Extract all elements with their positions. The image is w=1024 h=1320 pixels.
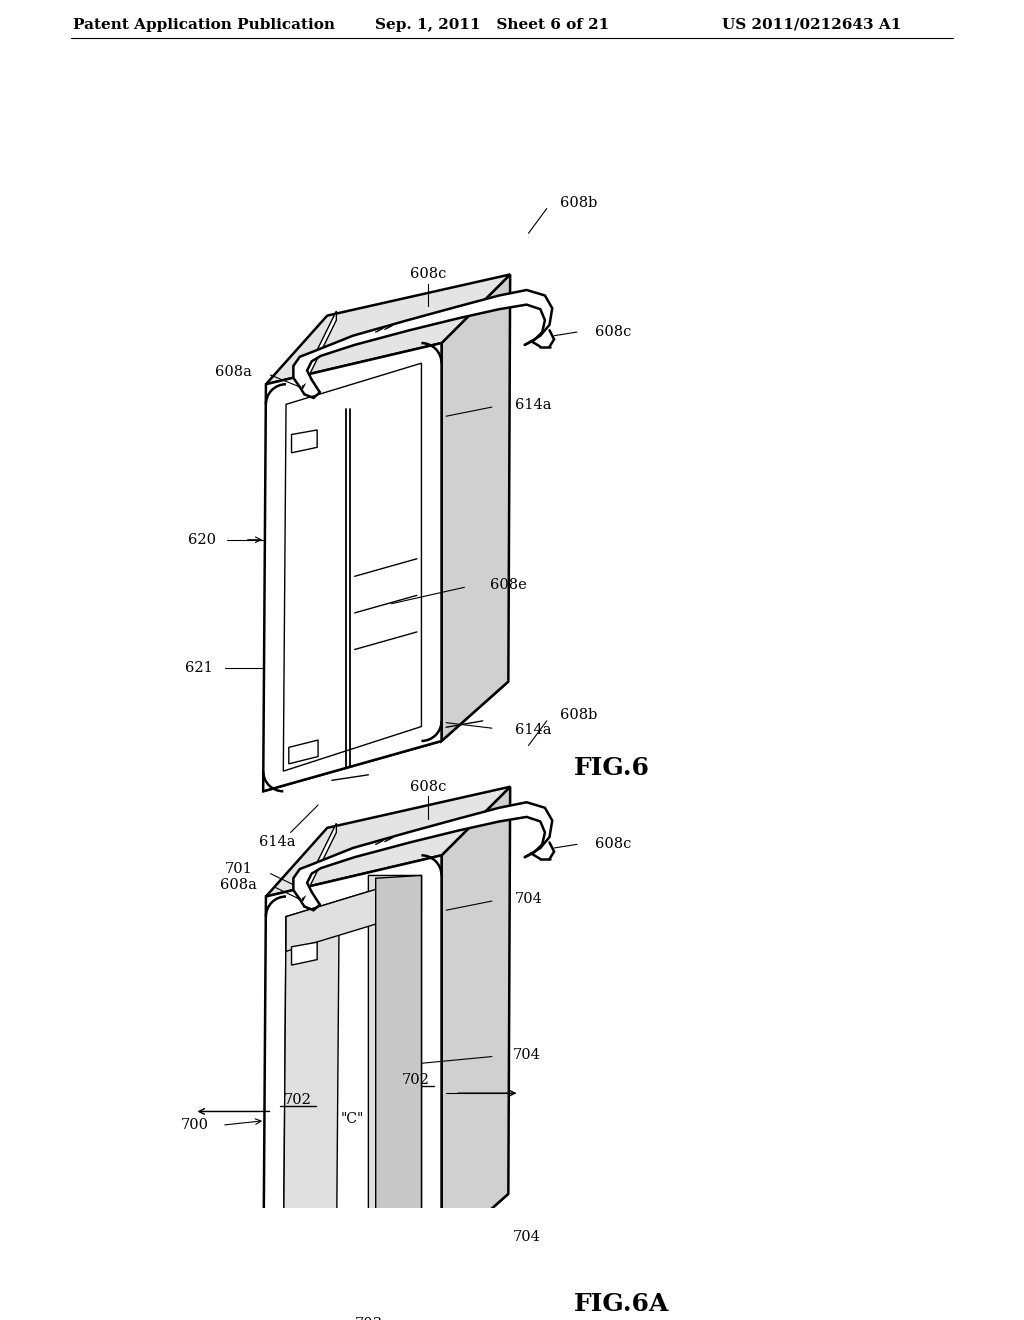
Text: 620: 620 (187, 533, 216, 546)
Polygon shape (376, 875, 422, 1251)
Polygon shape (302, 824, 336, 902)
Text: Patent Application Publication: Patent Application Publication (73, 17, 335, 32)
Text: 701: 701 (224, 862, 252, 876)
Text: 704: 704 (513, 1048, 541, 1061)
Text: 608e: 608e (490, 578, 526, 593)
Text: 703: 703 (354, 1316, 382, 1320)
Polygon shape (289, 1254, 318, 1278)
Polygon shape (286, 875, 422, 952)
Polygon shape (302, 312, 336, 389)
Text: 608a: 608a (220, 878, 257, 891)
Text: 700: 700 (180, 1118, 208, 1133)
Polygon shape (284, 916, 339, 1283)
Text: FIG.6: FIG.6 (574, 756, 650, 780)
Polygon shape (292, 430, 317, 453)
Polygon shape (293, 803, 552, 899)
Text: 702: 702 (284, 1093, 312, 1107)
Text: 608b: 608b (560, 709, 598, 722)
Polygon shape (441, 275, 510, 741)
Text: "C": "C" (340, 1111, 364, 1126)
Polygon shape (263, 681, 508, 791)
Polygon shape (441, 787, 510, 1253)
Text: 608c: 608c (410, 780, 446, 793)
Text: 608b: 608b (560, 197, 598, 210)
Polygon shape (284, 875, 422, 1283)
Polygon shape (292, 942, 317, 965)
Polygon shape (369, 875, 422, 1254)
Polygon shape (263, 343, 441, 791)
Text: 702: 702 (402, 1073, 430, 1088)
Text: 704: 704 (515, 892, 543, 907)
Polygon shape (263, 855, 441, 1304)
Polygon shape (289, 741, 318, 764)
Text: FIG.6A: FIG.6A (574, 1291, 670, 1316)
Polygon shape (266, 275, 510, 384)
Text: 608c: 608c (410, 268, 446, 281)
Polygon shape (266, 787, 510, 896)
Polygon shape (263, 1193, 508, 1304)
Text: 608a: 608a (215, 366, 252, 379)
Polygon shape (293, 290, 552, 387)
Text: Sep. 1, 2011   Sheet 6 of 21: Sep. 1, 2011 Sheet 6 of 21 (375, 17, 609, 32)
Text: 621: 621 (185, 661, 213, 675)
Text: 614a: 614a (259, 834, 295, 849)
Polygon shape (284, 363, 422, 771)
Text: 614a: 614a (515, 723, 551, 737)
Text: 614a: 614a (515, 399, 551, 412)
Text: 704: 704 (513, 1230, 541, 1243)
Text: US 2011/0212643 A1: US 2011/0212643 A1 (722, 17, 902, 32)
Text: 608c: 608c (595, 837, 632, 851)
Polygon shape (444, 1221, 482, 1245)
Text: 608c: 608c (595, 325, 632, 339)
